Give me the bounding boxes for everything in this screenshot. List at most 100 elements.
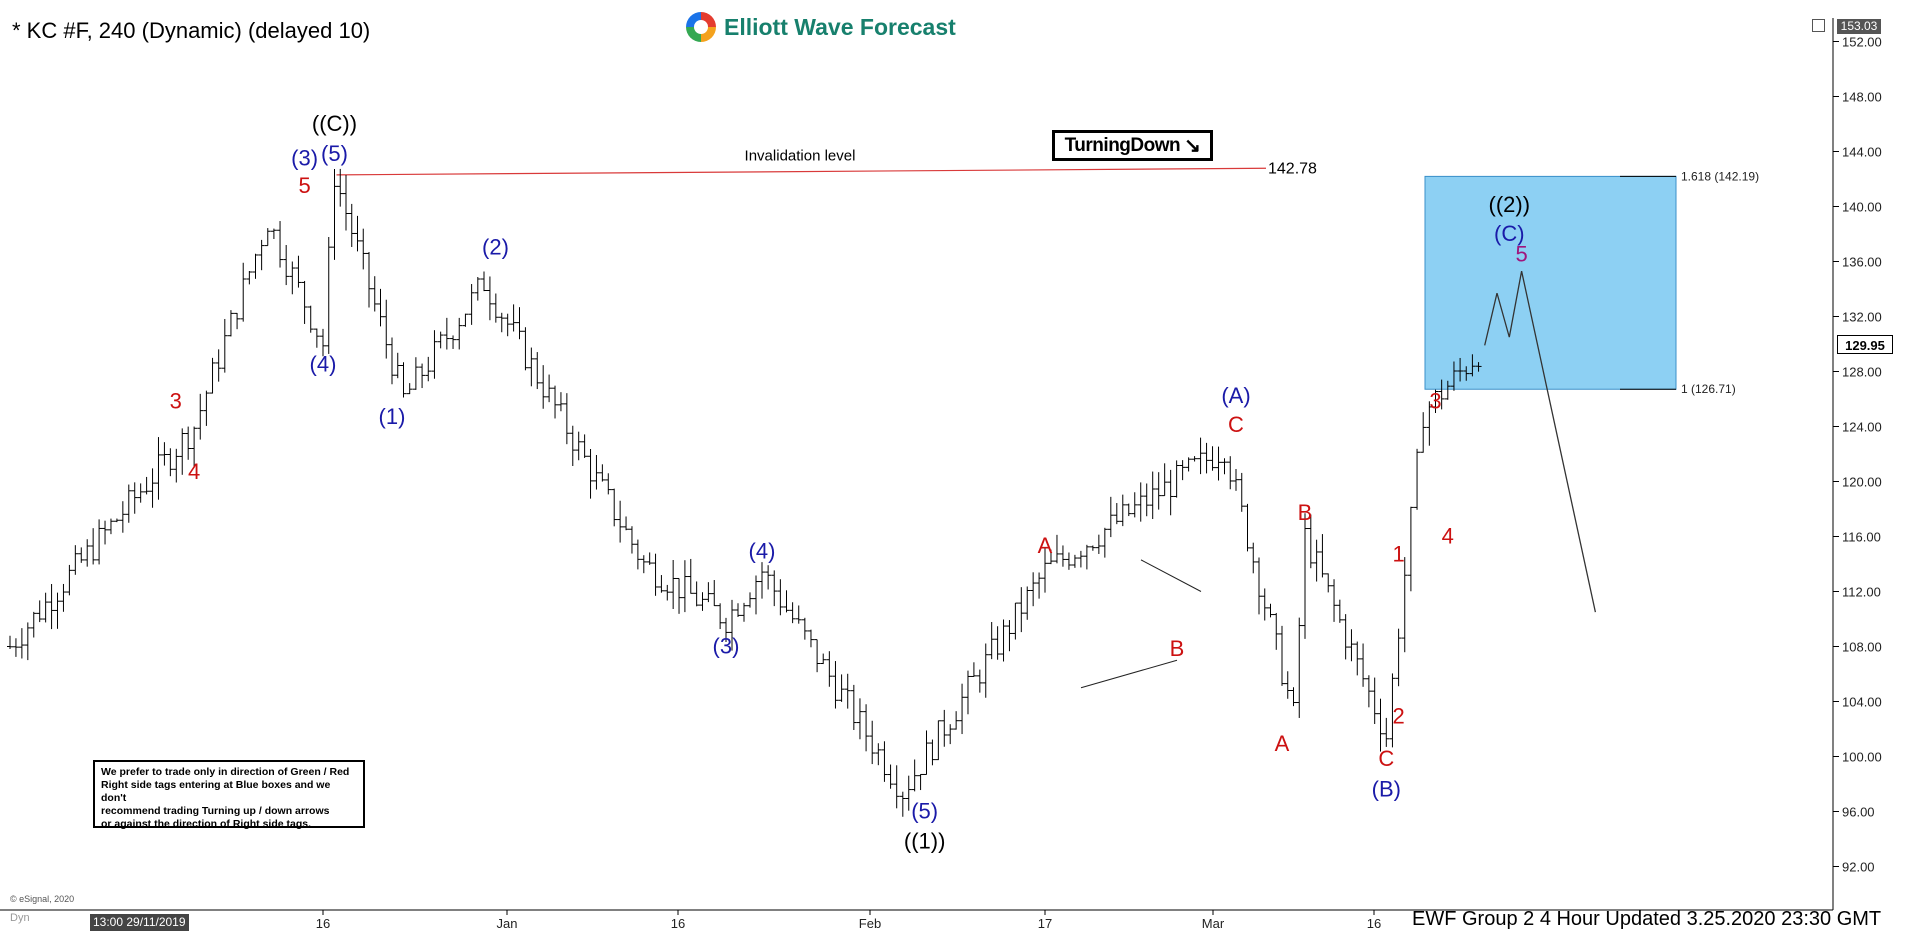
ohlc-bar: [258, 239, 265, 271]
ohlc-bar: [131, 482, 138, 514]
wave-label: 4: [1442, 523, 1454, 548]
ohlc-bar: [443, 317, 450, 350]
ohlc-bar: [941, 709, 948, 747]
ohlc-bar: [227, 310, 234, 337]
ohlc-bar: [1256, 557, 1262, 615]
ohlc-bar: [1053, 534, 1060, 564]
y-tick-label: 136.00: [1842, 255, 1882, 270]
ohlc-bar: [705, 582, 712, 603]
wave-label: 5: [298, 173, 310, 198]
y-tick-label: 148.00: [1842, 90, 1882, 105]
wave-label: (1): [379, 404, 406, 429]
ohlc-bar: [753, 575, 759, 615]
ohlc-bar: [1036, 572, 1043, 599]
ohlc-bar: [771, 570, 778, 607]
note-line: or against the direction of Right side t…: [101, 818, 312, 830]
ohlc-bar: [1313, 539, 1320, 582]
wave-label: (2): [482, 235, 509, 260]
ohlc-bar: [623, 516, 630, 531]
ohlc-bar: [36, 600, 43, 623]
ohlc-bar: [1119, 494, 1126, 527]
ohlc-bar: [119, 501, 126, 533]
ohlc-bar: [923, 730, 930, 775]
ohlc-bar: [90, 528, 97, 565]
wave-label: (5): [911, 798, 938, 823]
wave-label: (B): [1372, 776, 1401, 801]
x-tick-label: 16: [316, 916, 330, 931]
ohlc-bar: [887, 764, 894, 789]
ohlc-bar: [1113, 503, 1120, 525]
triangle-upper-line: [1140, 559, 1202, 592]
fib-top-label: 1.618 (142.19): [1681, 169, 1759, 183]
ohlc-bar: [516, 307, 523, 340]
ohlc-bar: [1354, 641, 1361, 676]
x-start-label: 13:00 29/11/2019: [90, 914, 189, 931]
wave-label: (4): [310, 352, 337, 377]
ohlc-bar: [1267, 603, 1274, 618]
ohlc-bar: [289, 261, 296, 295]
ohlc-bar: [988, 622, 995, 660]
ohlc-bar: [850, 684, 857, 730]
ohlc-bar: [173, 448, 180, 483]
ohlc-bar: [468, 284, 475, 325]
ohlc-bar: [240, 262, 247, 322]
ohlc-bar: [611, 488, 618, 527]
ohlc-bar: [1149, 471, 1156, 520]
ohlc-bar: [893, 765, 900, 809]
ohlc-bar: [389, 337, 395, 385]
ohlc-bar: [575, 431, 582, 461]
ohlc-bar: [1371, 677, 1378, 724]
y-tick-label: 132.00: [1842, 310, 1882, 325]
y-tick-label: 128.00: [1842, 365, 1882, 380]
wave-label: C: [1378, 746, 1394, 771]
y-tick-label: 116.00: [1842, 530, 1881, 545]
ohlc-bar: [917, 773, 924, 791]
ohlc-bar: [277, 221, 284, 268]
ohlc-bar: [964, 670, 971, 715]
wave-label: 1: [1392, 541, 1404, 566]
invalidation-value: 142.78: [1268, 160, 1317, 177]
trading-note: We prefer to trade only in direction of …: [93, 760, 365, 830]
ohlc-bar: [474, 276, 481, 301]
dyn-label: Dyn: [10, 912, 30, 924]
ohlc-bar: [72, 545, 79, 575]
ohlc-bar: [1167, 469, 1174, 516]
brand-logo: Elliott Wave Forecast: [686, 8, 962, 46]
ohlc-bar: [1395, 628, 1402, 687]
ohlc-bar: [1319, 534, 1326, 578]
ohlc-bar: [371, 276, 378, 312]
ohlc-bar: [1107, 496, 1114, 538]
ohlc-bar: [905, 775, 912, 811]
ohlc-bar: [540, 365, 547, 409]
ohlc-bar: [658, 575, 665, 593]
ohlc-bar: [976, 669, 983, 693]
ohlc-bar: [366, 251, 372, 308]
ohlc-bar: [1250, 542, 1257, 574]
ohlc-bar: [546, 374, 553, 403]
ohlc-bar: [717, 603, 724, 630]
ohlc-bar: [1131, 492, 1138, 518]
ohlc-bar: [221, 318, 228, 373]
window-restore-icon[interactable]: [1812, 19, 1825, 32]
ohlc-bar: [935, 720, 942, 761]
ohlc-bar: [425, 356, 432, 382]
ohlc-bar: [1000, 619, 1007, 662]
wave-label: (3): [291, 145, 318, 170]
ohlc-bar: [628, 526, 635, 554]
ohlc-bar: [107, 518, 114, 535]
ohlc-bar: [1227, 456, 1234, 490]
ohlc-bar: [693, 581, 700, 607]
ohlc-bar: [161, 442, 168, 466]
ohlc-bar: [617, 500, 624, 543]
ohlc-bar: [1161, 463, 1168, 497]
ohlc-bar: [947, 724, 954, 745]
ohlc-bar: [832, 661, 839, 709]
ohlc-bar: [1179, 460, 1186, 481]
ohlc-bar: [383, 299, 390, 359]
ohlc-bar: [270, 228, 277, 240]
ohlc-bar: [203, 390, 210, 426]
wave-label: 3: [170, 389, 182, 414]
ohlc-bar: [1059, 545, 1066, 567]
ohlc-bar: [215, 349, 222, 382]
ohlc-bar: [1457, 357, 1464, 382]
